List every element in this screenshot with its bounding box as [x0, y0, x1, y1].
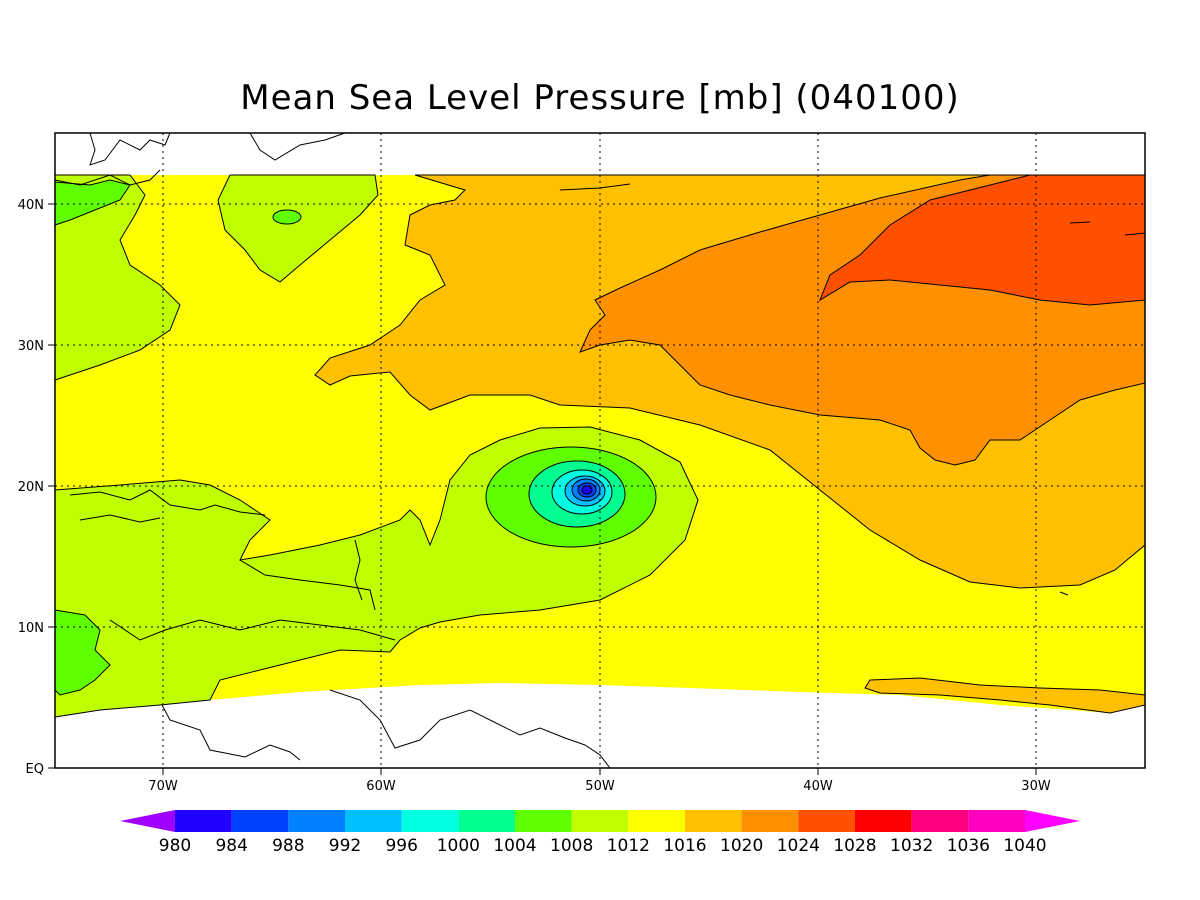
colorbar-swatch	[968, 810, 1025, 832]
colorbar-swatch	[855, 810, 912, 832]
lat-label-10n: 10N	[18, 621, 44, 636]
lat-label-20n: 20N	[18, 480, 44, 495]
colorbar-swatch	[628, 810, 685, 832]
colorbar-swatch	[175, 810, 232, 832]
colorbar-swatch	[401, 810, 459, 832]
lon-label-30w: 30W	[1021, 779, 1051, 794]
colorbar-label: 988	[272, 836, 304, 856]
colorbar-label: 1040	[1003, 836, 1046, 856]
colorbar-label: 980	[159, 836, 191, 856]
colorbar-swatch	[741, 810, 799, 832]
contour-fill-1012-west	[54, 174, 181, 381]
contour-fill-1008-islet	[272, 209, 302, 225]
lon-label-50w: 50W	[585, 779, 615, 794]
colorbar-swatch	[571, 810, 629, 832]
contour-fill-1008-west	[54, 609, 111, 696]
lat-label-40n: 40N	[18, 198, 44, 213]
colorbar-label: 1016	[663, 836, 706, 856]
colorbar-label: 984	[215, 836, 247, 856]
lon-label-70w: 70W	[148, 779, 178, 794]
colorbar-label: 996	[385, 836, 417, 856]
colorbar-swatch	[345, 810, 402, 832]
axis-ticks	[48, 203, 1037, 775]
contour-fill-1020-se	[864, 677, 1146, 714]
colorbar-label: 1000	[437, 836, 480, 856]
colorbar-arrow-low	[120, 810, 175, 832]
map-title: Mean Sea Level Pressure [mb] (040100)	[240, 78, 960, 118]
colorbar-label: 1004	[493, 836, 536, 856]
lat-label-eq: EQ	[26, 762, 44, 777]
colorbar-label: 1028	[833, 836, 876, 856]
colorbar-label: 1012	[607, 836, 650, 856]
colorbar: 980 984 988 992 996 1000 1004 1008 1012 1016 1020 1…	[120, 810, 1080, 856]
colorbar-label: 1024	[777, 836, 820, 856]
lat-label-30n: 30N	[18, 339, 44, 354]
colorbar-label: 1020	[720, 836, 763, 856]
colorbar-label: 1032	[890, 836, 933, 856]
colorbar-label: 992	[329, 836, 361, 856]
contour-fill-1028	[818, 174, 1146, 306]
colorbar-swatch	[288, 810, 345, 832]
colorbar-label: 1036	[947, 836, 990, 856]
colorbar-arrow-high	[1025, 810, 1080, 832]
colorbar-swatch	[515, 810, 572, 832]
colorbar-label: 1008	[550, 836, 593, 856]
contour-fill-1008-nw	[54, 179, 131, 226]
grid-lines	[55, 133, 1145, 768]
coastlines	[54, 132, 1146, 769]
lon-label-40w: 40W	[803, 779, 833, 794]
colorbar-swatch	[798, 810, 855, 832]
lon-label-60w: 60W	[366, 779, 396, 794]
contour-fill-1012-north	[217, 174, 379, 283]
colorbar-swatch	[231, 810, 289, 832]
colorbar-swatch	[911, 810, 969, 832]
colorbar-swatch	[685, 810, 742, 832]
colorbar-swatch	[458, 810, 515, 832]
contour-fill-984-storm	[581, 485, 593, 495]
